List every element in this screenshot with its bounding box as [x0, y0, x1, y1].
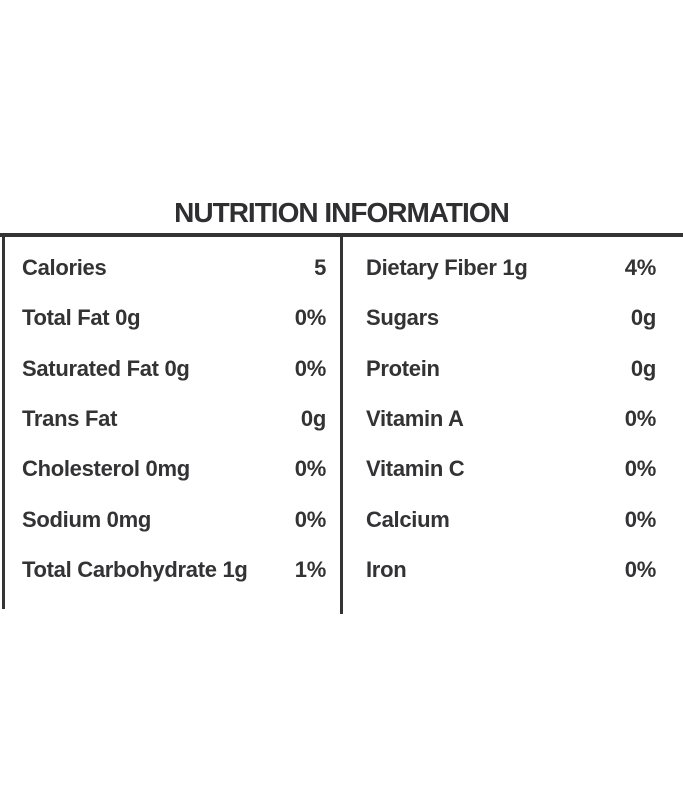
nutrient-value: 0% — [624, 406, 657, 432]
title-underline-rule — [0, 233, 683, 237]
table-row: Dietary Fiber 1g 4% — [366, 243, 656, 293]
table-row: Total Fat 0g 0% — [22, 293, 326, 343]
nutrient-name: Calcium — [366, 506, 450, 532]
nutrient-value: 5 — [314, 255, 326, 281]
nutrient-value: 4% — [624, 255, 657, 281]
nutrient-name: Dietary Fiber 1g — [366, 255, 528, 281]
table-row: Vitamin A 0% — [366, 394, 656, 444]
table-row: Calories 5 — [22, 243, 326, 293]
nutrient-value: 1% — [294, 556, 327, 582]
nutrient-name: Cholesterol 0mg — [22, 456, 190, 482]
nutrient-name: Saturated Fat 0g — [22, 355, 190, 381]
table-row: Sugars 0g — [366, 293, 656, 343]
nutrient-value: 0% — [294, 355, 327, 381]
table-row: Cholesterol 0mg 0% — [22, 444, 326, 494]
nutrient-value: 0% — [294, 456, 327, 482]
column-divider — [340, 237, 343, 614]
table-row: Sodium 0mg 0% — [22, 494, 326, 544]
nutrient-value: 0% — [294, 305, 327, 331]
nutrient-value: 0% — [294, 506, 327, 532]
table-row: Saturated Fat 0g 0% — [22, 344, 326, 394]
nutrient-name: Vitamin A — [366, 406, 464, 432]
nutrient-column-left: Calories 5 Total Fat 0g 0% Saturated Fat… — [22, 243, 326, 595]
nutrient-name: Protein — [366, 355, 440, 381]
nutrient-name: Total Carbohydrate 1g — [22, 556, 248, 582]
table-row: Protein 0g — [366, 344, 656, 394]
nutrient-name: Calories — [22, 255, 107, 281]
table-row: Calcium 0% — [366, 494, 656, 544]
nutrient-value: 0% — [624, 456, 657, 482]
nutrient-name: Vitamin C — [366, 456, 465, 482]
nutrient-value: 0g — [630, 305, 656, 331]
nutrient-value: 0% — [624, 506, 657, 532]
table-row: Total Carbohydrate 1g 1% — [22, 545, 326, 595]
nutrient-name: Trans Fat — [22, 406, 118, 432]
table-row: Iron 0% — [366, 545, 656, 595]
nutrition-label-title: NUTRITION INFORMATION — [174, 197, 510, 228]
nutrient-name: Iron — [366, 556, 407, 582]
table-row: Vitamin C 0% — [366, 444, 656, 494]
nutrient-name: Total Fat 0g — [22, 305, 141, 331]
nutrient-value: 0g — [630, 355, 656, 381]
nutrient-value: 0g — [300, 406, 326, 432]
table-left-border — [2, 237, 5, 609]
table-row: Trans Fat 0g — [22, 394, 326, 444]
nutrient-name: Sugars — [366, 305, 439, 331]
nutrient-name: Sodium 0mg — [22, 506, 152, 532]
nutrient-value: 0% — [624, 556, 657, 582]
nutrient-column-right: Dietary Fiber 1g 4% Sugars 0g Protein 0g… — [366, 243, 656, 595]
